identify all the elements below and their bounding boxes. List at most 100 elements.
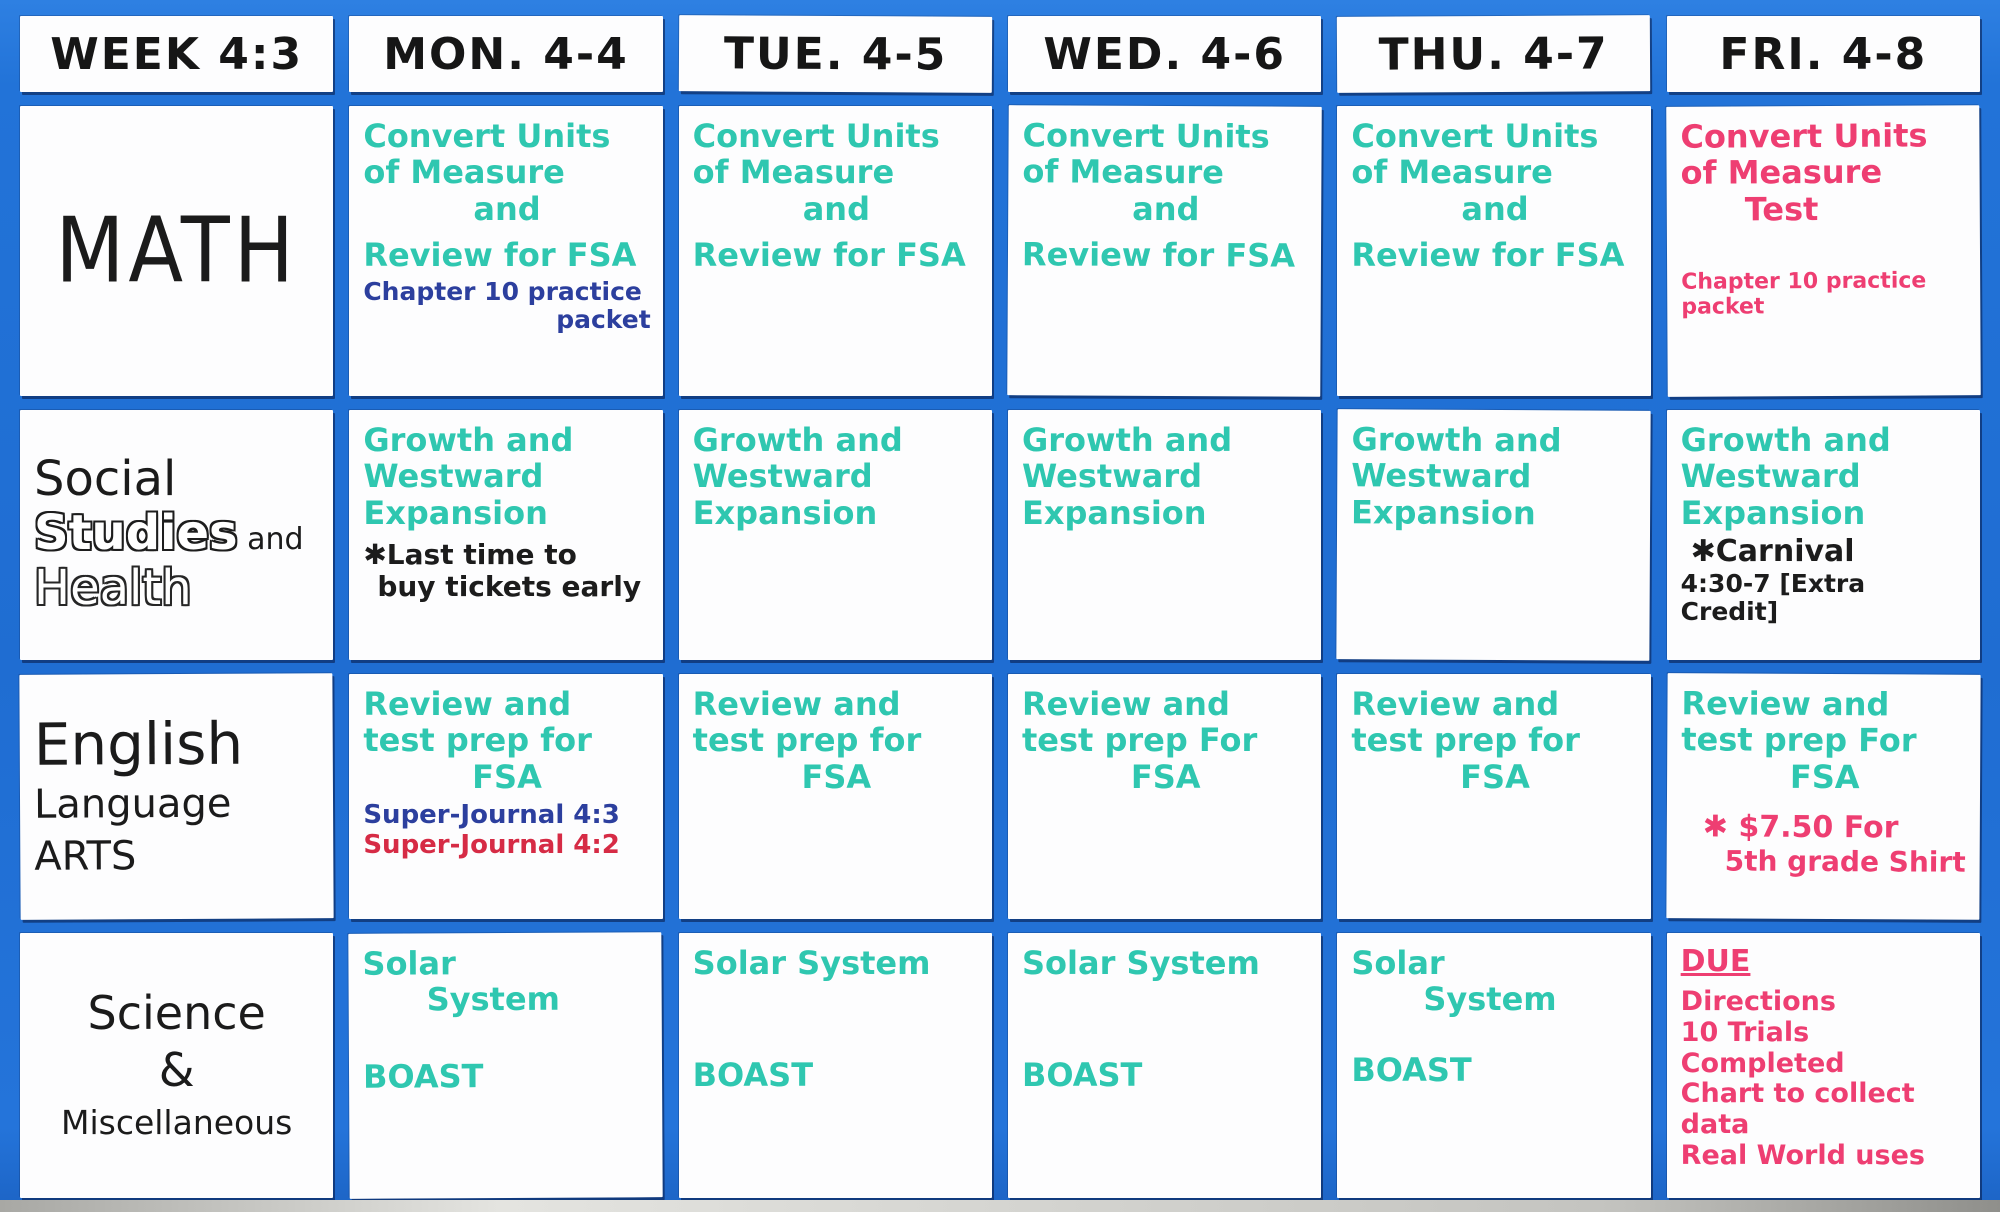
card-line: Growth and <box>363 421 574 459</box>
cell-science-miscellaneous-wed: Solar System BOAST <box>1008 933 1322 1198</box>
header-fri: FRI. 4-8 <box>1666 16 1980 92</box>
card-line: Westward <box>363 457 544 496</box>
cell-english-language-arts-thu: Review and test prep for FSA <box>1337 674 1651 919</box>
card-line: ✱ $7.50 For <box>1702 809 1899 846</box>
card-line: test prep for <box>363 721 592 760</box>
card-line: Westward <box>1680 457 1861 496</box>
card-line: MATH <box>55 198 298 303</box>
card-line: Solar System <box>1022 944 1260 982</box>
cell-science-miscellaneous-mon: Solar System BOAST <box>348 932 664 1199</box>
card-line: and <box>1461 189 1529 228</box>
card-line: Expansion <box>1680 493 1866 532</box>
card-line: FSA <box>1130 757 1201 796</box>
cell-social-studies-health-tue: Growth and Westward Expansion <box>678 410 992 660</box>
cell-social-studies-health-thu: Growth and Westward Expansion <box>1336 409 1652 661</box>
cell-math-mon: Convert Units of Measure and Review for FSA… <box>349 106 663 396</box>
card-line-part: and <box>237 521 304 557</box>
card-line: Expansion <box>1022 493 1207 532</box>
card-line: Convert Units <box>1351 117 1599 155</box>
card-line: 4:30-7 [Extra Credit] <box>1680 568 1866 627</box>
card-line: System <box>426 980 561 1019</box>
card-line: of Measure <box>363 153 565 192</box>
card-line: Super-Journal 4:2 <box>363 830 620 861</box>
subject-card-math: MATH <box>20 106 334 396</box>
card-line: Growth and <box>1351 420 1563 460</box>
cell-english-language-arts-wed: Review and test prep For FSA <box>1008 674 1322 919</box>
card-line: DUE <box>1680 944 1751 979</box>
cell-science-miscellaneous-fri: DUE Directions 10 Trials Completed Chart to… <box>1666 933 1980 1198</box>
card-line: Review for FSA <box>692 236 966 275</box>
header-thu: THU. 4-7 <box>1337 15 1651 93</box>
card-line: FSA <box>1460 757 1530 796</box>
card-line: Convert Units <box>363 117 611 155</box>
card-line: Chapter 10 practice packet <box>1680 268 1927 321</box>
card-line: Studies and <box>34 506 319 561</box>
card-line: Review and <box>1022 685 1230 723</box>
card-line: packet <box>556 305 651 335</box>
card-line: of Measure <box>1022 152 1225 192</box>
cell-math-fri: Convert Units of Measure Test Chapter 10 pr… <box>1665 105 1981 397</box>
subject-card-social-studies-health: Social Studies and Health <box>20 410 334 660</box>
card-line: BOAST <box>692 1056 814 1095</box>
card-line: and <box>802 189 870 228</box>
card-line: BOAST <box>363 1057 484 1096</box>
card-line: test prep For <box>1680 720 1917 760</box>
card-line: Westward <box>692 457 873 496</box>
card-line: Growth and <box>692 421 903 459</box>
card-line: and <box>1132 189 1200 229</box>
cell-science-miscellaneous-thu: Solar System BOAST <box>1337 933 1651 1198</box>
card-line: Social <box>34 451 177 508</box>
cell-english-language-arts-mon: Review and test prep for FSA Super-Journal … <box>349 674 663 919</box>
card-line: Review and <box>1351 685 1560 723</box>
card-line: BOAST <box>1351 1050 1472 1089</box>
card-line: Expansion <box>1351 493 1537 533</box>
card-line: FSA <box>1789 757 1860 797</box>
card-line: Review for FSA <box>1351 236 1625 275</box>
card-line: Convert Units <box>1679 116 1928 156</box>
card-line: Solar <box>1351 944 1445 982</box>
card-line: and <box>473 189 541 228</box>
card-line: Growth and <box>1680 421 1891 459</box>
card-line: Convert Units <box>1022 116 1270 156</box>
card-line: Expansion <box>363 493 548 532</box>
card-line: Super-Journal 4:3 <box>363 800 620 831</box>
card-line: BOAST <box>1022 1056 1143 1095</box>
card-line: Convert Units <box>692 117 940 155</box>
schedule-grid: WEEK 4:3 MON. 4-4 TUE. 4-5 WED. 4-6 THU.… <box>19 15 1981 1199</box>
card-line: of Measure <box>692 153 895 192</box>
card-line: Miscellaneous <box>60 1102 293 1142</box>
card-line: of Measure <box>1680 153 1882 193</box>
card-line: Solar <box>362 944 457 983</box>
card-line: Science <box>87 985 266 1040</box>
card-line: Review and <box>1681 684 1890 724</box>
card-line: ✱Carnival <box>1690 534 1855 570</box>
card-line: Language <box>33 780 232 828</box>
card-line: Solar System <box>692 944 931 982</box>
header-mon: MON. 4-4 <box>349 16 663 92</box>
card-line: Chart to collect data <box>1680 1078 1915 1141</box>
card-line: ARTS <box>34 833 137 880</box>
card-line: Directions <box>1680 986 1836 1018</box>
header-week: WEEK 4:3 <box>20 16 334 92</box>
card-line: 5th grade Shirt <box>1724 844 1966 879</box>
board-tray-edge <box>0 1200 2000 1212</box>
card-line: Review for FSA <box>1021 235 1296 276</box>
card-line: buy tickets early <box>377 570 642 604</box>
cell-math-wed: Convert Units of Measure and Review for FSA <box>1007 105 1323 397</box>
card-line: & <box>158 1043 195 1098</box>
card-line: Westward <box>1022 457 1203 496</box>
cell-social-studies-health-mon: Growth and Westward Expansion ✱Last time to… <box>349 410 663 660</box>
cell-english-language-arts-tue: Review and test prep for FSA <box>678 674 992 919</box>
card-line: Test <box>1744 189 1819 229</box>
card-line: Health <box>34 559 192 616</box>
card-line: System <box>1423 980 1557 1019</box>
subject-card-science-miscellaneous: Science & Miscellaneous <box>20 933 334 1198</box>
cell-social-studies-health-fri: Growth and Westward Expansion ✱Carnival 4:30… <box>1666 410 1980 660</box>
card-line: English <box>33 709 244 779</box>
header-wed: WED. 4-6 <box>1008 16 1322 92</box>
cell-social-studies-health-wed: Growth and Westward Expansion <box>1008 410 1322 660</box>
card-line: Review and <box>363 685 572 723</box>
subject-card-english-language-arts: English Language ARTS <box>19 673 334 920</box>
cell-english-language-arts-fri: Review and test prep For FSA ✱ $7.50 For 5th… <box>1666 673 1981 920</box>
card-line: Chapter 10 practice <box>363 276 642 306</box>
